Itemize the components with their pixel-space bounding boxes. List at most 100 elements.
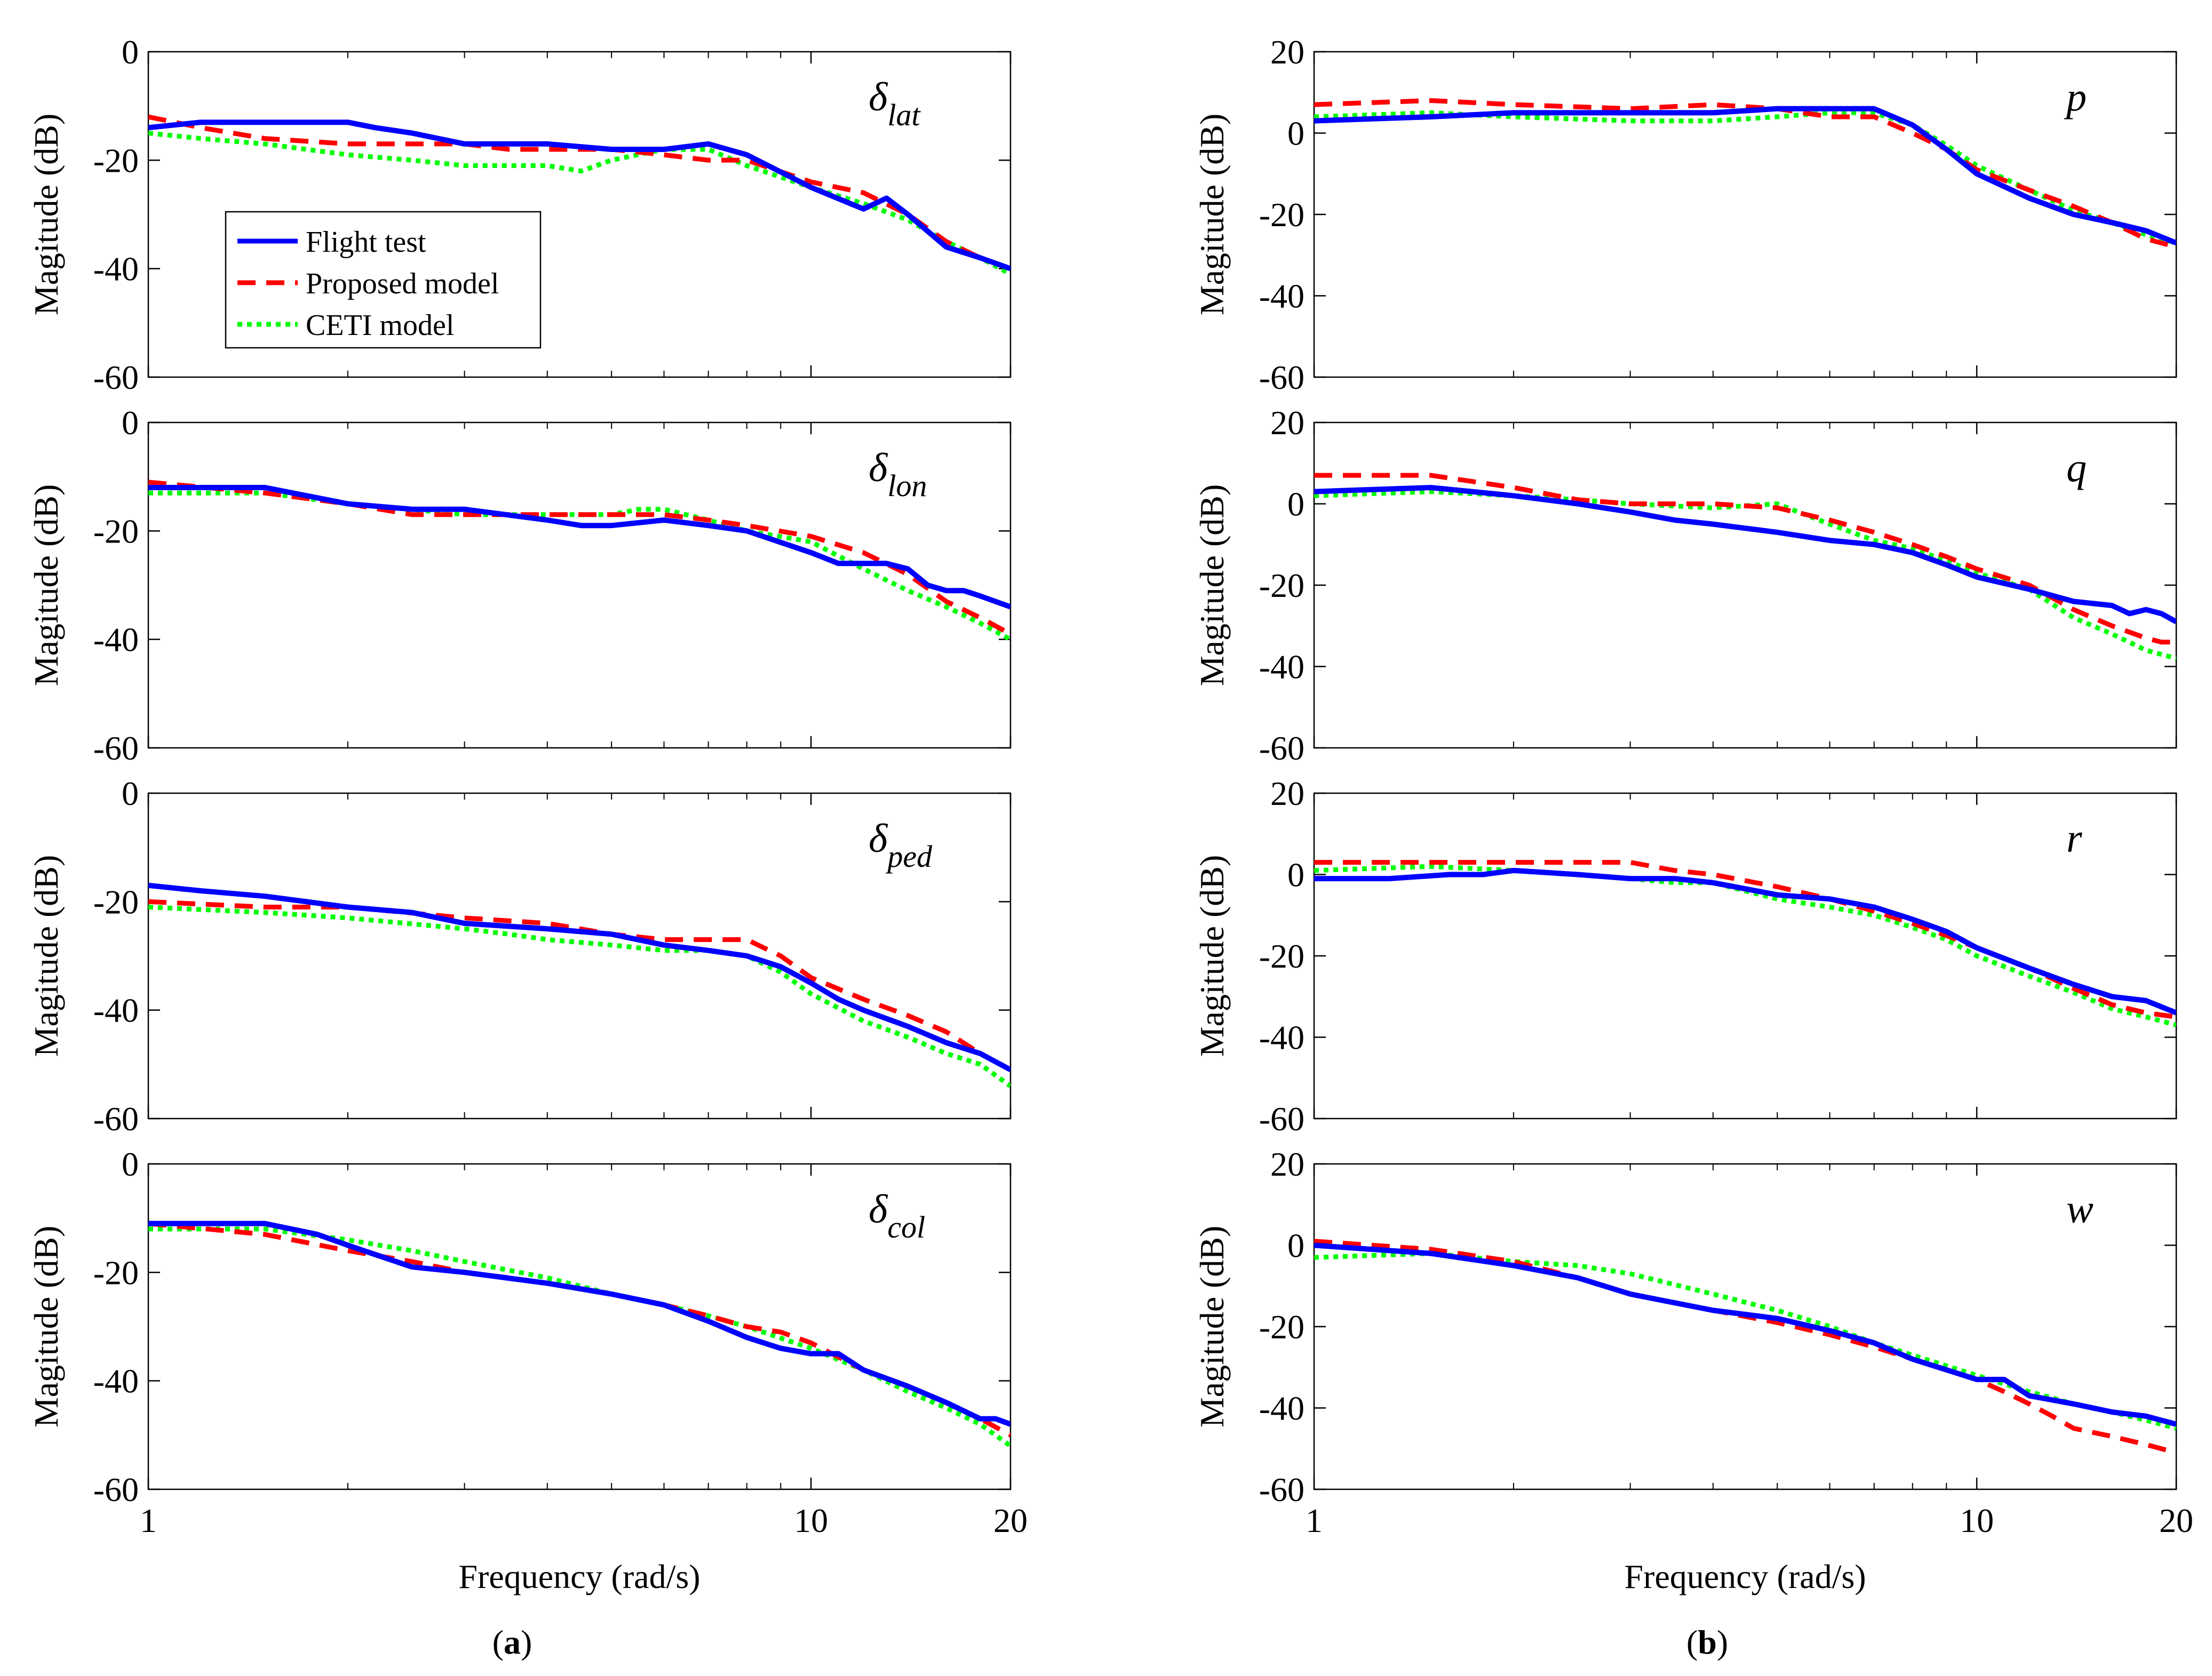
y-tick-label: 0 (122, 775, 139, 812)
legend-label: CETI model (306, 309, 454, 342)
panel-title-main: w (2066, 1187, 2094, 1232)
plot-frame (147, 792, 1012, 1120)
y-tick-label: 0 (122, 1145, 139, 1183)
series-line-proposed-model (148, 899, 1010, 1072)
series-line-flight-test (148, 485, 1010, 610)
chart-panel-a-2: -60 -40 -20 0 Magitude (dB) δped (27, 775, 1012, 1138)
series-line-flight-test (1314, 106, 2176, 246)
x-tick-label: 1 (1306, 1502, 1323, 1539)
panel-title-subscript: lon (887, 468, 927, 503)
plot-frame (1313, 792, 2177, 1120)
y-tick-label: 0 (1287, 1227, 1304, 1265)
plot-frame (1313, 1163, 2177, 1490)
series-line-proposed-model (1314, 473, 2176, 645)
panel-title: r (2066, 816, 2082, 861)
x-tick-label: 10 (1960, 1502, 1994, 1539)
y-axis-label: Magitude (dB) (27, 484, 65, 687)
series-line-flight-test (148, 882, 1010, 1072)
series-line-flight-test (148, 119, 1010, 272)
plot-frame (147, 51, 1012, 378)
y-tick-label: 0 (1287, 856, 1304, 894)
panel-title-main: δ (869, 75, 888, 119)
y-axis-label: Magitude (dB) (1193, 1226, 1231, 1428)
y-tick-label: -60 (1259, 1471, 1304, 1509)
series-line-flight-test (1314, 867, 2176, 1016)
y-tick-label: 20 (1270, 1145, 1304, 1183)
y-tick-label: -40 (93, 621, 139, 659)
panel-title: δlat (869, 75, 921, 132)
y-tick-label: -20 (93, 1254, 139, 1291)
chart-panel-a-1: -60 -40 -20 0 Magitude (dB) δlon (27, 404, 1012, 767)
y-axis-label: Magitude (dB) (27, 1226, 65, 1428)
chart-panel-b-0: -60 -40 -20 0 20 Magitude (dB) p (1193, 33, 2177, 396)
panel-title-subscript: col (887, 1210, 925, 1244)
y-tick-label: -20 (1259, 196, 1304, 234)
y-tick-label: -60 (93, 729, 139, 767)
series-line-flight-test (148, 1220, 1010, 1427)
y-tick-label: 20 (1270, 404, 1304, 442)
y-tick-label: -40 (1259, 277, 1304, 315)
panel-title: δped (869, 816, 933, 874)
y-tick-label: -60 (93, 1471, 139, 1509)
panel-label-b: (b) (1686, 1623, 1728, 1661)
x-tick-label: 20 (2159, 1502, 2193, 1539)
y-tick-label: 0 (122, 404, 139, 442)
series-line-proposed-model (1314, 1239, 2176, 1455)
y-tick-label: 20 (1270, 775, 1304, 812)
series-line-ceti-model (1314, 110, 2176, 245)
panel-title-main: δ (869, 816, 888, 861)
y-tick-label: -20 (1259, 937, 1304, 975)
legend-label: Proposed model (306, 267, 499, 300)
chart-panel-a-3: 1 10 20 -60 -40 -20 0 Magitude (dB) Frequency (r… (27, 1145, 1028, 1595)
panel-title-main: q (2066, 445, 2087, 490)
panel-title: δlon (869, 445, 927, 503)
panel-title-subscript: ped (885, 839, 933, 874)
panel-title: q (2066, 445, 2087, 490)
y-tick-label: 0 (122, 33, 139, 71)
plot-frame (1313, 421, 2177, 749)
y-axis-label: Magitude (dB) (1193, 855, 1231, 1057)
y-tick-label: 0 (1287, 485, 1304, 523)
y-tick-label: -20 (93, 141, 139, 179)
legend: Flight test Proposed model CETI model (225, 211, 542, 349)
y-tick-label: -40 (1259, 1390, 1304, 1427)
y-axis-label: Magitude (dB) (27, 114, 65, 316)
panel-title: δcol (869, 1187, 925, 1244)
series-line-ceti-model (148, 1226, 1010, 1448)
panel-title: p (2064, 75, 2087, 119)
y-tick-label: -60 (1259, 1100, 1304, 1138)
series-line-proposed-model (1314, 860, 2176, 1019)
y-tick-label: -60 (1259, 358, 1304, 396)
chart-panel-a-0: -60 -40 -20 0 Magitude (dB) δlat Flight test Pr… (27, 33, 1012, 396)
panel-title-main: δ (869, 1187, 888, 1232)
panel-label-a: (a) (492, 1623, 532, 1661)
y-tick-label: 20 (1270, 33, 1304, 71)
y-axis-label: Magitude (dB) (27, 855, 65, 1057)
panel-title-subscript: lat (887, 98, 921, 132)
panel-title-main: δ (869, 445, 888, 490)
series-line-proposed-model (148, 480, 1010, 636)
x-axis-label: Frequency (rad/s) (1624, 1558, 1866, 1595)
chart-panel-b-3: 1 10 20 -60 -40 -20 0 20 Magitude (dB) Frequency … (1193, 1145, 2193, 1595)
y-axis-label: Magitude (dB) (1193, 484, 1231, 687)
y-axis-label: Magitude (dB) (1193, 114, 1231, 316)
y-tick-label: -60 (1259, 729, 1304, 767)
series-line-flight-test (1314, 485, 2176, 624)
legend-label: Flight test (306, 226, 426, 259)
panel-title-main: r (2066, 816, 2082, 861)
plot-frame (147, 421, 1012, 749)
series-line-proposed-model (148, 1221, 1010, 1438)
series-line-flight-test (1314, 1242, 2176, 1427)
series-line-proposed-model (1314, 98, 2176, 250)
y-tick-label: -20 (1259, 566, 1304, 604)
x-axis-label: Frequency (rad/s) (458, 1558, 700, 1595)
series-line-ceti-model (1314, 1251, 2176, 1431)
y-tick-label: -40 (93, 1362, 139, 1400)
y-tick-label: -20 (93, 883, 139, 921)
y-tick-label: -20 (1259, 1308, 1304, 1346)
panel-title: w (2066, 1187, 2094, 1232)
x-tick-label: 1 (140, 1502, 157, 1539)
x-tick-label: 20 (993, 1502, 1028, 1539)
y-tick-label: -40 (93, 992, 139, 1029)
